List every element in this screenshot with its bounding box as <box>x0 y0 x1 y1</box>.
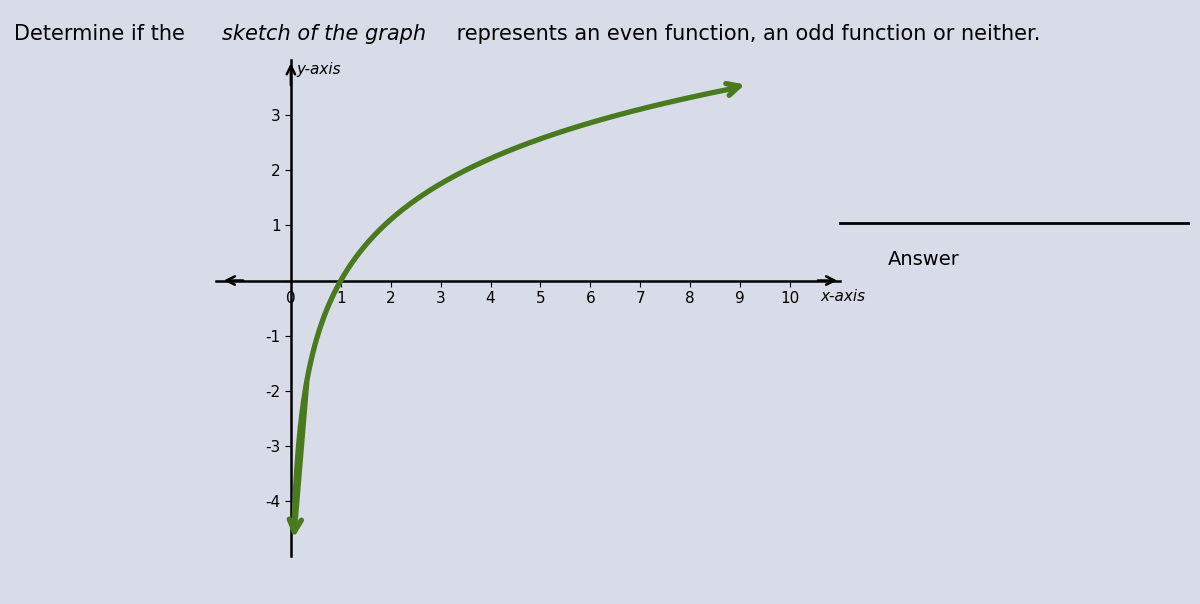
Text: x-axis: x-axis <box>820 289 865 304</box>
Text: Determine if the: Determine if the <box>14 24 192 44</box>
Text: sketch of the graph: sketch of the graph <box>222 24 426 44</box>
Text: Answer: Answer <box>888 250 960 269</box>
Text: y-axis: y-axis <box>296 62 342 77</box>
Text: represents an even function, an odd function or neither.: represents an even function, an odd func… <box>450 24 1040 44</box>
